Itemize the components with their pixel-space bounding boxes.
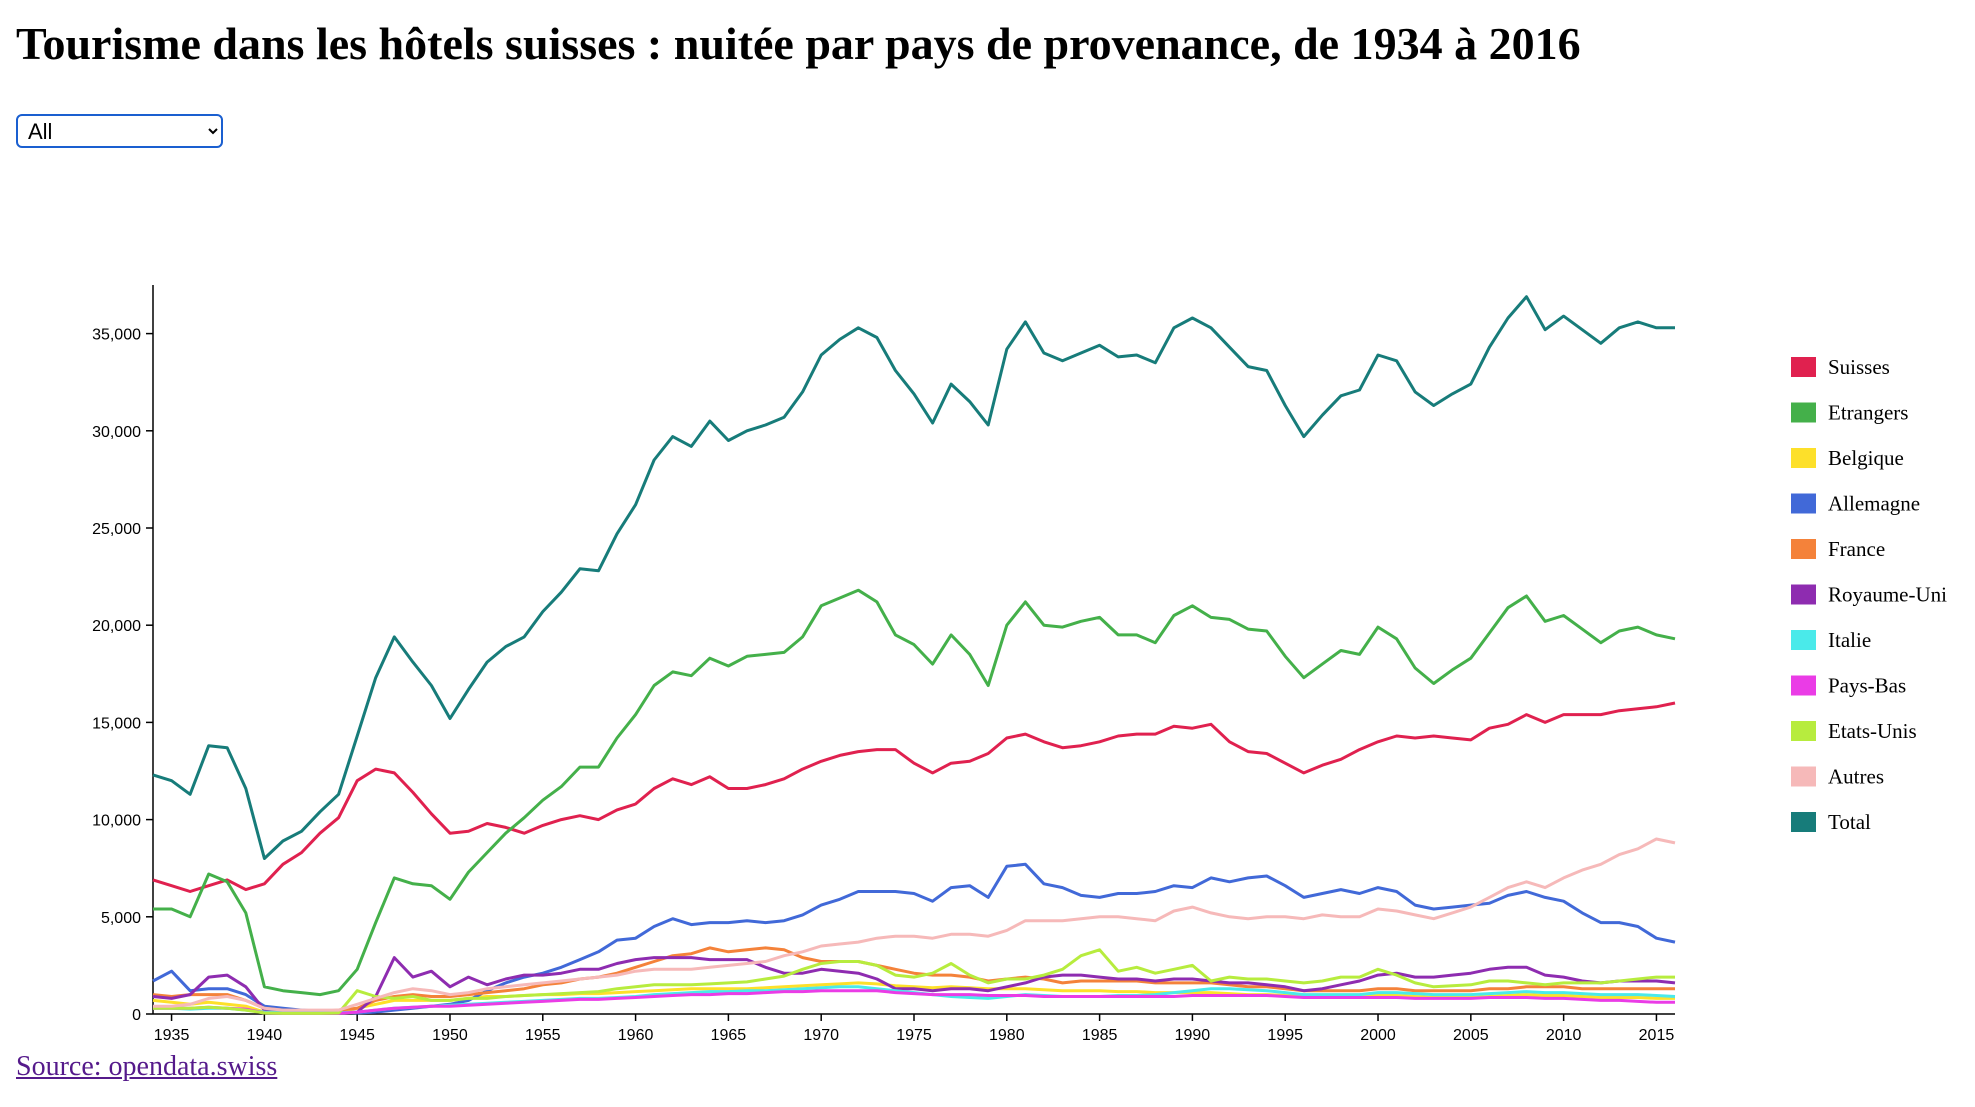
y-tick-label: 30,000 [92,424,141,441]
legend-label-etrangers: Etrangers [1828,401,1908,425]
x-tick-label: 2015 [1639,1027,1675,1044]
x-tick-label: 1985 [1082,1027,1118,1044]
page-title: Tourisme dans les hôtels suisses : nuité… [16,18,1581,69]
legend-swatch-belgique [1791,448,1816,468]
series-select[interactable]: All [16,114,223,148]
legend-label-etats-unis: Etats-Unis [1828,719,1917,743]
y-tick-label: 25,000 [92,521,141,538]
x-tick-label: 1975 [896,1027,932,1044]
x-tick-label: 2000 [1360,1027,1396,1044]
legend-label-suisses: Suisses [1828,355,1890,379]
y-tick-label: 20,000 [92,618,141,635]
legend-label-autres: Autres [1828,765,1884,789]
x-tick-label: 1970 [803,1027,839,1044]
x-tick-label: 1950 [432,1027,468,1044]
series-line-autres [153,837,1676,1012]
legend-swatch-suisses [1791,357,1816,377]
x-tick-label: 1965 [711,1027,747,1044]
y-tick-label: 15,000 [92,715,141,732]
y-tick-label: 0 [132,1007,141,1024]
series-line-pays-bas [153,989,1675,1015]
legend-swatch-etrangers [1791,402,1816,423]
legend-swatch-pays-bas [1791,675,1816,696]
legend-label-total: Total [1828,810,1871,834]
legend-swatch-total [1791,812,1816,832]
legend-swatch-france [1791,539,1816,559]
y-tick-label: 5,000 [101,910,141,927]
legend-label-allemagne: Allemagne [1828,492,1920,516]
x-tick-label: 1955 [525,1027,561,1044]
legend-swatch-italie [1791,630,1816,650]
x-tick-label: 2005 [1453,1027,1489,1044]
series-line-etats-unis [153,948,1675,1015]
legend-label-france: France [1828,537,1885,561]
series-line-total [152,295,1675,860]
series-line-belgique [152,981,1675,1015]
series-line-france [152,946,1675,1013]
y-tick-label: 35,000 [92,327,141,344]
x-tick-label: 1935 [154,1027,190,1044]
legend-swatch-autres [1791,766,1816,787]
x-tick-label: 1990 [1175,1027,1211,1044]
legend-label-belgique: Belgique [1828,446,1904,470]
x-tick-label: 1940 [247,1027,283,1044]
x-tick-label: 1980 [989,1027,1025,1044]
series-line-suisses [152,701,1676,893]
x-tick-label: 2010 [1546,1027,1582,1044]
x-tick-label: 1995 [1267,1027,1303,1044]
x-tick-label: 1945 [339,1027,375,1044]
series-line-royaume-uni [152,956,1676,1015]
series-line-etrangers [153,588,1676,997]
legend-label-royaume-uni: Royaume-Uni [1828,583,1947,607]
legend-swatch-etats-unis [1791,721,1816,741]
x-tick-label: 1960 [618,1027,654,1044]
legend-swatch-allemagne [1791,493,1816,514]
y-tick-label: 10,000 [92,813,141,830]
legend-label-italie: Italie [1828,628,1871,652]
legend-swatch-royaume-uni [1791,584,1816,605]
source-link[interactable]: Source: opendata.swiss [16,1051,278,1082]
legend-label-pays-bas: Pays-Bas [1828,674,1906,698]
